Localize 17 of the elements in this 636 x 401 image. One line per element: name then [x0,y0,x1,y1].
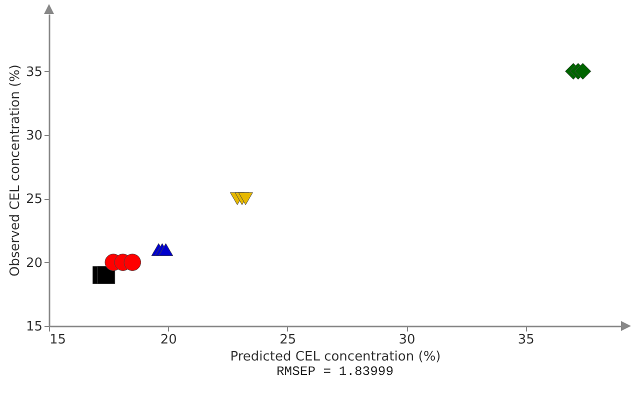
y-axis-title: Observed CEL concentration (%) [8,64,23,277]
x-tick-label: 35 [518,332,534,348]
point [158,243,174,256]
y-tick-label: 30 [26,128,42,144]
y-tick-label: 15 [26,320,42,334]
text: RMSEP = 1.83999 [276,364,394,379]
x-tick-label: 15 [50,332,66,348]
y-tick-label: 35 [26,64,42,80]
point [238,192,253,206]
y-tick-label: 25 [26,192,42,208]
x-tick-label: 25 [280,332,296,348]
point [124,254,142,271]
point [574,62,592,80]
x-tick-label: 30 [398,332,416,348]
x-tick-label: 20 [160,332,177,348]
x-axis-title: Predicted CEL concentration (%) [230,350,441,364]
y-tick-label: 20 [26,256,42,271]
